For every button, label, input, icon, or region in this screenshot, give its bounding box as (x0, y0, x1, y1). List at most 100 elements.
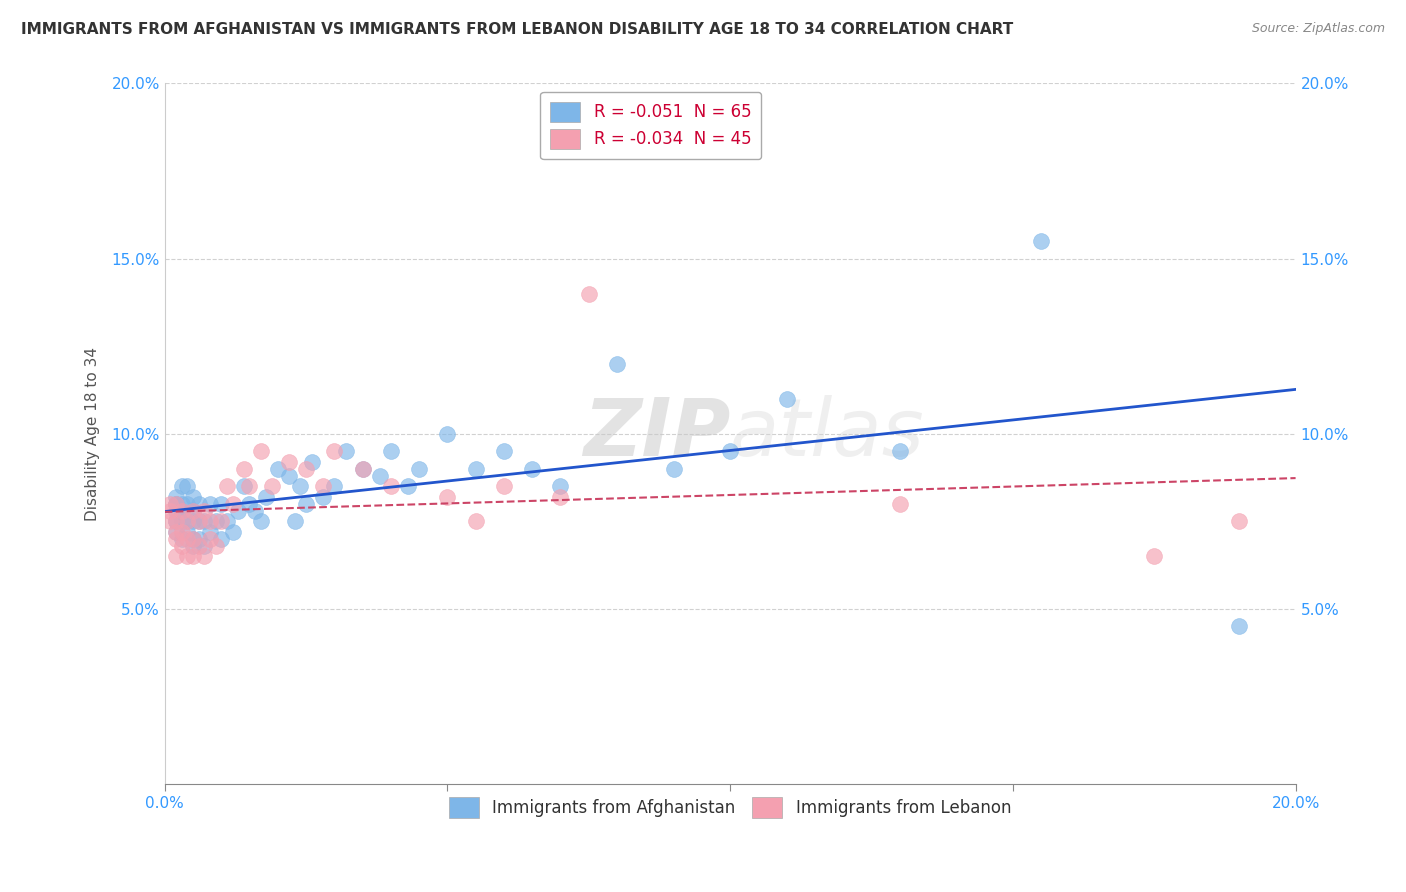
Point (176, 524, 198, 539)
Point (368, 468, 391, 483)
Point (198, 497, 221, 511)
Point (662, 461, 685, 475)
Point (176, 497, 198, 511)
Point (295, 497, 318, 511)
Point (165, 503, 187, 517)
Point (204, 539, 226, 553)
Point (312, 490, 335, 504)
Point (165, 514, 187, 528)
Point (165, 524, 187, 539)
Point (578, 286, 600, 301)
Point (284, 514, 307, 528)
Point (380, 444, 402, 458)
Point (436, 426, 458, 441)
Point (464, 514, 486, 528)
Text: IMMIGRANTS FROM AFGHANISTAN VS IMMIGRANTS FROM LEBANON DISABILITY AGE 18 TO 34 C: IMMIGRANTS FROM AFGHANISTAN VS IMMIGRANT… (21, 22, 1014, 37)
Point (267, 461, 290, 475)
Point (290, 479, 312, 493)
Point (238, 497, 260, 511)
Point (193, 549, 215, 563)
Point (187, 532, 209, 546)
Point (176, 532, 198, 546)
Point (436, 490, 458, 504)
Point (718, 444, 741, 458)
Point (181, 490, 204, 504)
Point (606, 357, 628, 371)
Point (176, 514, 198, 528)
Point (198, 514, 221, 528)
Point (492, 444, 515, 458)
Point (323, 479, 346, 493)
Point (170, 479, 193, 493)
Point (193, 539, 215, 553)
Point (232, 479, 254, 493)
Text: atlas: atlas (730, 394, 925, 473)
Point (165, 497, 187, 511)
Point (301, 454, 323, 468)
Point (176, 549, 198, 563)
Point (221, 497, 243, 511)
Point (198, 532, 221, 546)
Point (165, 532, 187, 546)
Point (335, 444, 357, 458)
Point (215, 479, 238, 493)
Point (249, 444, 271, 458)
Point (380, 479, 402, 493)
Point (165, 514, 187, 528)
Point (165, 524, 187, 539)
Point (165, 514, 187, 528)
Point (278, 468, 301, 483)
Point (187, 514, 209, 528)
Point (215, 514, 238, 528)
Point (170, 514, 193, 528)
Point (262, 479, 284, 493)
Point (352, 461, 374, 475)
Point (159, 514, 181, 528)
Point (1029, 234, 1052, 248)
Point (243, 503, 266, 517)
Point (193, 503, 215, 517)
Point (221, 524, 243, 539)
Point (170, 539, 193, 553)
Point (209, 497, 232, 511)
Point (176, 514, 198, 528)
Point (181, 503, 204, 517)
Point (165, 497, 187, 511)
Point (181, 503, 204, 517)
Point (1227, 619, 1250, 633)
Point (165, 549, 187, 563)
Point (198, 524, 221, 539)
Point (209, 532, 232, 546)
Point (181, 539, 204, 553)
Point (408, 461, 430, 475)
Point (889, 444, 911, 458)
Point (522, 461, 544, 475)
Point (1143, 549, 1166, 563)
Point (238, 479, 260, 493)
Text: Source: ZipAtlas.com: Source: ZipAtlas.com (1251, 22, 1385, 36)
Point (550, 479, 572, 493)
Point (204, 514, 226, 528)
Point (170, 524, 193, 539)
Point (226, 503, 249, 517)
Point (181, 532, 204, 546)
Point (550, 490, 572, 504)
Point (181, 532, 204, 546)
Point (181, 549, 204, 563)
Point (295, 461, 318, 475)
Point (165, 490, 187, 504)
Point (312, 479, 335, 493)
Point (187, 497, 209, 511)
Point (181, 514, 204, 528)
Point (352, 461, 374, 475)
Point (396, 479, 419, 493)
Point (1227, 514, 1250, 528)
Point (176, 479, 198, 493)
Point (159, 497, 181, 511)
Point (170, 503, 193, 517)
Point (193, 514, 215, 528)
Point (187, 514, 209, 528)
Point (254, 490, 277, 504)
Point (165, 497, 187, 511)
Point (209, 514, 232, 528)
